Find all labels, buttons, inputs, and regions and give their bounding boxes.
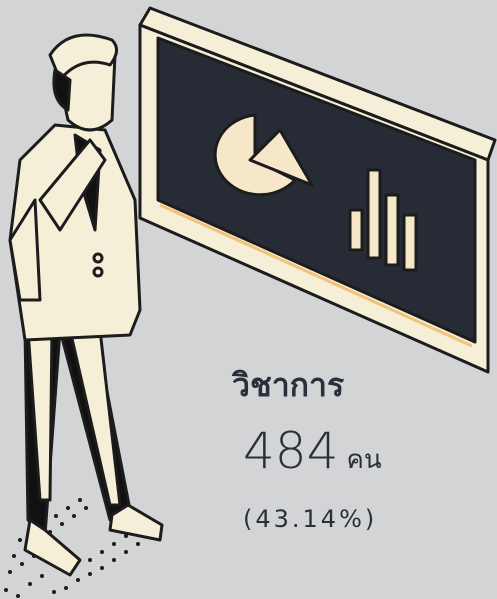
count: 484: [243, 422, 338, 480]
unit: คน: [346, 445, 381, 475]
category-label: วิชาการ: [232, 360, 344, 411]
count-line: 484 คน: [243, 422, 382, 480]
page: วิชาการ 484 คน (43.14%): [0, 0, 497, 599]
percent-label: (43.14%): [243, 505, 377, 533]
board: [140, 8, 495, 372]
